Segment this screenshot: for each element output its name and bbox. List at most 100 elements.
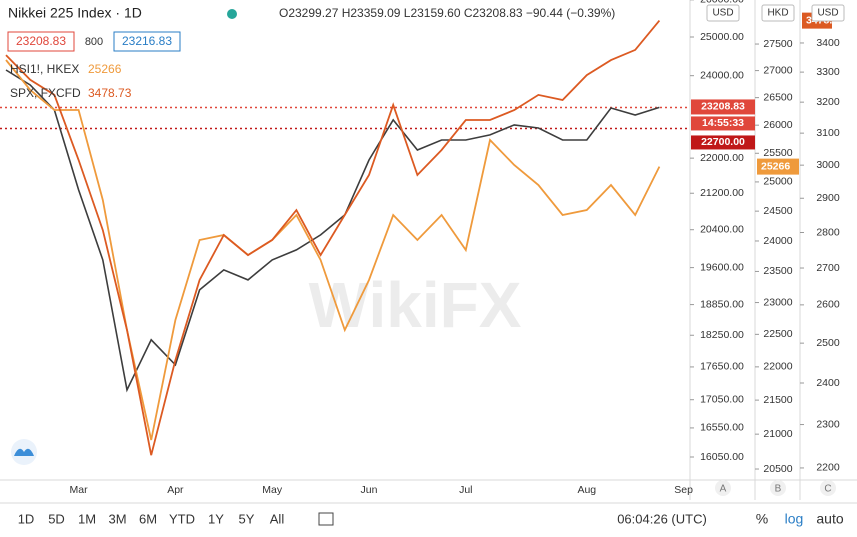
y2-tick-label: 27000 <box>763 64 792 76</box>
chart-title: Nikkei 225 Index · 1D <box>8 5 142 21</box>
y-tick-label: 17050.00 <box>700 393 744 405</box>
range-button[interactable]: 1M <box>78 511 96 526</box>
y3-tick-label: 3400 <box>816 37 840 49</box>
range-button[interactable]: YTD <box>169 511 195 526</box>
y2-tick-label: 23000 <box>763 296 792 308</box>
bid-box[interactable] <box>7 31 75 52</box>
auto-button[interactable]: auto <box>816 511 843 527</box>
y3-tick-label: 3200 <box>816 96 840 108</box>
y2-tick-label: 24000 <box>763 235 792 247</box>
y2-tick-label: 25500 <box>763 147 792 159</box>
y3-tick-label: 2600 <box>816 299 840 311</box>
y2-tick-label: 22000 <box>763 361 792 373</box>
y2-tick-label: 22500 <box>763 328 792 340</box>
y2-tick-label: 23500 <box>763 265 792 277</box>
axis-unit-box[interactable] <box>706 4 740 22</box>
price-label-box <box>691 99 755 115</box>
price-label-box <box>691 135 755 150</box>
status-dot <box>227 9 237 19</box>
axis-unit-box[interactable] <box>811 4 845 22</box>
series-line <box>5 69 660 393</box>
y3-tick-label: 2800 <box>816 226 840 238</box>
log-button[interactable]: log <box>785 511 804 527</box>
x-tick-label: Jul <box>459 484 472 496</box>
y3-tick-label: 2900 <box>816 192 840 204</box>
series-line <box>5 59 661 441</box>
y-tick-label: 17650.00 <box>700 361 744 373</box>
legend-name: HSI1!, HKEX <box>10 62 79 76</box>
range-button[interactable]: 5Y <box>239 511 255 526</box>
percent-button[interactable]: % <box>756 511 768 527</box>
y2-tick-label: 26000 <box>763 119 792 131</box>
logo-shape <box>14 448 34 456</box>
x-tick-label: Apr <box>167 484 184 496</box>
y2-tick-label: 26500 <box>763 91 792 103</box>
x-tick-label: Mar <box>70 484 89 496</box>
legend-value: 3478.73 <box>88 86 132 100</box>
calendar-icon[interactable] <box>318 512 334 526</box>
y3-tick-label: 2700 <box>816 262 840 274</box>
y2-tick-label: 21000 <box>763 428 792 440</box>
price-label: 23208.83 <box>701 101 745 113</box>
countdown: 14:55:33 <box>702 117 744 129</box>
y2-tick-label: 20500 <box>763 463 792 475</box>
clock: 06:04:26 (UTC) <box>617 511 707 526</box>
ask-box[interactable] <box>113 31 181 52</box>
axis-letter: B <box>775 484 782 495</box>
countdown-box <box>691 116 755 131</box>
axis-letter-bg <box>770 480 786 496</box>
y3-tick-label: 2300 <box>816 418 840 430</box>
legend-value: 25266 <box>88 62 122 76</box>
y3-tick-label: 3300 <box>816 66 840 78</box>
y-tick-label: 26000.00 <box>700 0 744 6</box>
range-button[interactable]: All <box>270 511 285 526</box>
axis-letter-bg <box>715 480 731 496</box>
y3-tick-label: 2200 <box>816 462 840 474</box>
y3-tick-label: 3100 <box>816 127 840 139</box>
y2-tick-label: 27500 <box>763 38 792 50</box>
axis-letter-bg <box>820 480 836 496</box>
axis-unit[interactable]: HKD <box>767 8 788 19</box>
bid[interactable]: 23208.83 <box>16 34 66 48</box>
legend-name: SPX, FXCFD <box>10 86 81 100</box>
axis-unit[interactable]: USD <box>712 8 733 19</box>
y-tick-label: 18850.00 <box>700 298 744 310</box>
ask[interactable]: 23216.83 <box>122 34 172 48</box>
axis-unit[interactable]: USD <box>817 8 838 19</box>
watermark: WikiFX <box>309 269 522 341</box>
y2-tick-label: 25000 <box>763 176 792 188</box>
y-tick-label: 16550.00 <box>700 422 744 434</box>
y-tick-label: 22000.00 <box>700 152 744 164</box>
y-tick-label: 18250.00 <box>700 329 744 341</box>
y3-tick-label: 2400 <box>816 377 840 389</box>
last-value-label: 25266 <box>761 160 790 172</box>
y2-tick-label: 21500 <box>763 394 792 406</box>
axis-letter: C <box>824 484 831 495</box>
range-button[interactable]: 3M <box>108 511 126 526</box>
y2-tick-label: 24500 <box>763 205 792 217</box>
series-line <box>5 20 661 456</box>
y-tick-label: 24000.00 <box>700 69 744 81</box>
range-button[interactable]: 5D <box>48 511 65 526</box>
last-value-box <box>757 158 799 175</box>
y-tick-label: 19600.00 <box>700 261 744 273</box>
range-button[interactable]: 1Y <box>208 511 224 526</box>
range-button[interactable]: 6M <box>139 511 157 526</box>
axis-letter: A <box>720 484 727 495</box>
y-tick-label: 25000.00 <box>700 31 744 43</box>
price-label: 22700.00 <box>701 136 745 148</box>
ohlc: O23299.27 H23359.09 L23159.60 C23208.83 … <box>279 6 615 20</box>
spread: 800 <box>85 36 103 48</box>
y-tick-label: 20400.00 <box>700 223 744 235</box>
x-tick-label: Sep <box>674 484 693 496</box>
x-tick-label: May <box>262 484 283 496</box>
y3-tick-label: 3000 <box>816 159 840 171</box>
axis-unit-box[interactable] <box>761 4 795 22</box>
y3-tick-label: 2500 <box>816 337 840 349</box>
x-tick-label: Aug <box>577 484 596 496</box>
y-tick-label: 16050.00 <box>700 451 744 463</box>
range-button[interactable]: 1D <box>18 511 35 526</box>
y-tick-label: 21200.00 <box>700 187 744 199</box>
